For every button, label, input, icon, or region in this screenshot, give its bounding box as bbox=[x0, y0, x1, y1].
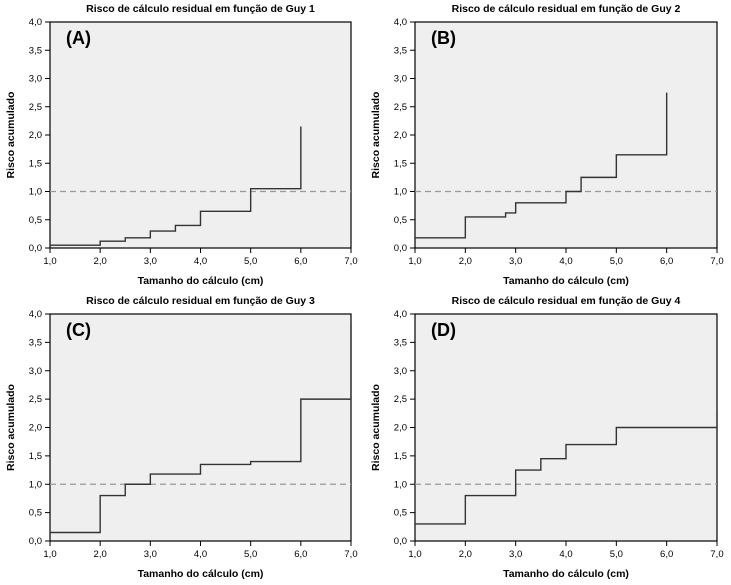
y-tick-label: 0,0 bbox=[394, 243, 407, 254]
y-tick-label: 2,0 bbox=[29, 423, 42, 434]
panel-letter: (D) bbox=[431, 320, 456, 340]
y-tick-label: 2,0 bbox=[394, 423, 407, 434]
y-tick-label: 3,0 bbox=[29, 74, 42, 85]
y-tick-label: 0,0 bbox=[394, 536, 407, 547]
x-tick-label: 4,0 bbox=[194, 549, 207, 560]
x-tick-label: 2,0 bbox=[459, 549, 472, 560]
x-axis-label: Tamanho do cálculo (cm) bbox=[138, 275, 264, 287]
y-tick-label: 0,0 bbox=[29, 243, 42, 254]
x-tick-label: 1,0 bbox=[408, 256, 421, 267]
x-tick-label: 5,0 bbox=[244, 549, 257, 560]
x-tick-label: 6,0 bbox=[660, 256, 673, 267]
x-tick-label: 2,0 bbox=[94, 256, 107, 267]
y-tick-label: 1,0 bbox=[394, 187, 407, 198]
y-tick-label: 2,5 bbox=[29, 394, 42, 405]
x-tick-label: 7,0 bbox=[344, 549, 357, 560]
panel-b: Risco de cálculo residual em função de G… bbox=[365, 0, 731, 292]
y-tick-label: 4,0 bbox=[394, 17, 407, 28]
x-axis-label: Tamanho do cálculo (cm) bbox=[503, 568, 629, 580]
x-tick-label: 5,0 bbox=[610, 256, 623, 267]
x-axis-label: Tamanho do cálculo (cm) bbox=[138, 568, 264, 580]
panel-title: Risco de cálculo residual em função de G… bbox=[86, 3, 315, 15]
y-tick-label: 3,0 bbox=[394, 74, 407, 85]
panel-letter: (B) bbox=[431, 28, 456, 48]
y-tick-label: 2,5 bbox=[394, 102, 407, 113]
y-tick-label: 1,0 bbox=[394, 479, 407, 490]
x-tick-label: 4,0 bbox=[194, 256, 207, 267]
x-tick-label: 1,0 bbox=[408, 549, 421, 560]
x-tick-label: 6,0 bbox=[294, 256, 307, 267]
y-tick-label: 1,5 bbox=[29, 451, 42, 462]
y-tick-label: 3,5 bbox=[29, 45, 42, 56]
y-tick-label: 1,5 bbox=[29, 158, 42, 169]
x-tick-label: 1,0 bbox=[43, 256, 56, 267]
y-axis-label: Risco acumulado bbox=[370, 92, 382, 179]
y-tick-label: 1,0 bbox=[29, 187, 42, 198]
x-tick-label: 7,0 bbox=[344, 256, 357, 267]
x-tick-label: 1,0 bbox=[43, 549, 56, 560]
x-tick-label: 7,0 bbox=[710, 549, 723, 560]
plot-bg bbox=[50, 314, 351, 541]
y-tick-label: 0,5 bbox=[29, 215, 42, 226]
y-axis-label: Risco acumulado bbox=[5, 384, 17, 471]
panel-title: Risco de cálculo residual em função de G… bbox=[452, 295, 681, 307]
panel-c: Risco de cálculo residual em função de G… bbox=[0, 292, 365, 585]
x-axis-label: Tamanho do cálculo (cm) bbox=[503, 275, 629, 287]
y-tick-label: 4,0 bbox=[29, 17, 42, 28]
x-tick-label: 3,0 bbox=[509, 256, 522, 267]
panel-title: Risco de cálculo residual em função de G… bbox=[452, 3, 681, 15]
y-axis-label: Risco acumulado bbox=[370, 384, 382, 471]
panel-title: Risco de cálculo residual em função de G… bbox=[86, 295, 315, 307]
x-tick-label: 4,0 bbox=[559, 256, 572, 267]
x-tick-label: 4,0 bbox=[559, 549, 572, 560]
y-tick-label: 1,0 bbox=[29, 479, 42, 490]
y-tick-label: 3,0 bbox=[29, 366, 42, 377]
panel-a: Risco de cálculo residual em função de G… bbox=[0, 0, 365, 292]
y-tick-label: 3,0 bbox=[394, 366, 407, 377]
y-tick-label: 4,0 bbox=[29, 309, 42, 320]
y-tick-label: 0,5 bbox=[394, 215, 407, 226]
y-tick-label: 3,5 bbox=[394, 45, 407, 56]
y-axis-label: Risco acumulado bbox=[5, 92, 17, 179]
x-tick-label: 6,0 bbox=[660, 549, 673, 560]
x-tick-label: 3,0 bbox=[144, 549, 157, 560]
x-tick-label: 2,0 bbox=[94, 549, 107, 560]
y-tick-label: 3,5 bbox=[394, 337, 407, 348]
panel-letter: (C) bbox=[66, 320, 91, 340]
y-tick-label: 3,5 bbox=[29, 337, 42, 348]
chart-grid: Risco de cálculo residual em função de G… bbox=[0, 0, 731, 585]
y-tick-label: 1,5 bbox=[394, 451, 407, 462]
y-tick-label: 2,0 bbox=[29, 130, 42, 141]
plot-bg bbox=[415, 22, 717, 248]
y-tick-label: 4,0 bbox=[394, 309, 407, 320]
y-tick-label: 2,5 bbox=[29, 102, 42, 113]
panel-d: Risco de cálculo residual em função de G… bbox=[365, 292, 731, 585]
x-tick-label: 3,0 bbox=[144, 256, 157, 267]
x-tick-label: 5,0 bbox=[244, 256, 257, 267]
panel-letter: (A) bbox=[66, 28, 91, 48]
y-tick-label: 2,0 bbox=[394, 130, 407, 141]
x-tick-label: 6,0 bbox=[294, 549, 307, 560]
x-tick-label: 5,0 bbox=[610, 549, 623, 560]
x-tick-label: 7,0 bbox=[710, 256, 723, 267]
y-tick-label: 0,0 bbox=[29, 536, 42, 547]
y-tick-label: 0,5 bbox=[394, 508, 407, 519]
y-tick-label: 2,5 bbox=[394, 394, 407, 405]
y-tick-label: 1,5 bbox=[394, 158, 407, 169]
x-tick-label: 2,0 bbox=[459, 256, 472, 267]
y-tick-label: 0,5 bbox=[29, 508, 42, 519]
x-tick-label: 3,0 bbox=[509, 549, 522, 560]
